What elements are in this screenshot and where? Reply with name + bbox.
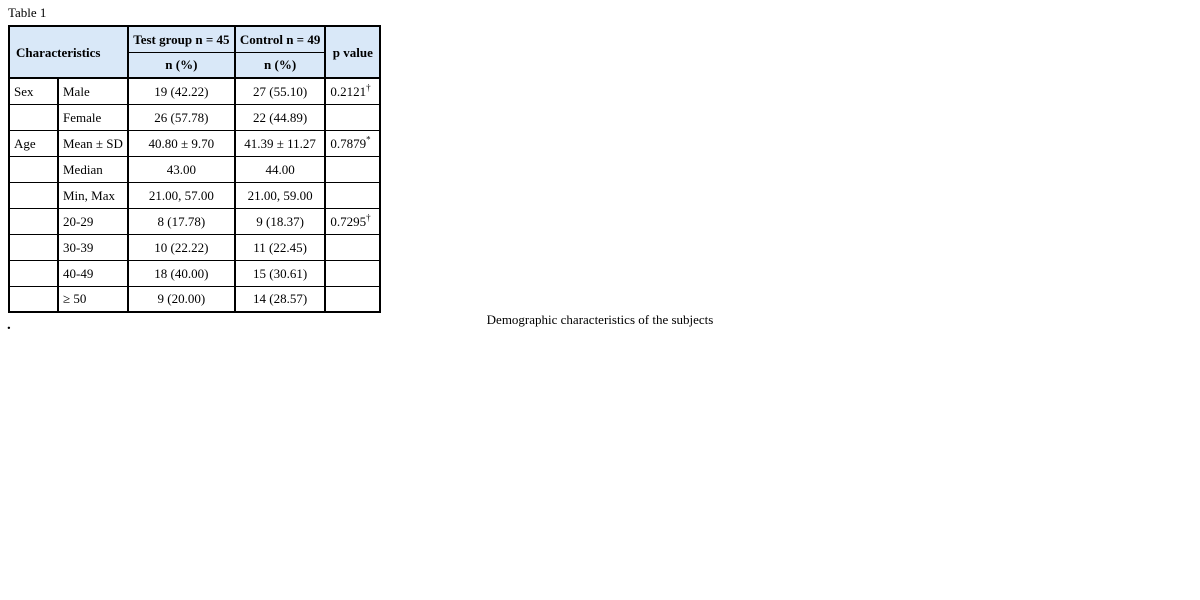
table-row: 40-49 18 (40.00) 15 (30.61) — [8, 259, 382, 287]
row-test-cell: 8 (17.78) — [126, 207, 236, 235]
row-label-cell: 30-39 — [57, 233, 129, 261]
p-value-superscript: † — [366, 82, 371, 93]
row-control-cell: 11 (22.45) — [233, 233, 327, 261]
row-label-cell: ≥ 50 — [57, 285, 129, 313]
row-test-cell: 19 (42.22) — [126, 77, 236, 105]
row-control-cell: 15 (30.61) — [233, 259, 327, 287]
table-row: 30-39 10 (22.22) 11 (22.45) — [8, 233, 382, 261]
header-row-2: n (%) n (%) — [9, 51, 380, 79]
table-row: Median 43.00 44.00 — [8, 155, 382, 183]
p-value-text: 0.2121 — [330, 83, 367, 99]
row-label-cell: Min, Max — [57, 181, 129, 209]
table-row: Min, Max 21.00, 57.00 21.00, 59.00 — [8, 181, 382, 209]
row-group-cell — [8, 207, 59, 235]
row-pvalue-cell — [324, 155, 382, 183]
table-row: Age Mean ± SD 40.80 ± 9.70 41.39 ± 11.27… — [8, 129, 382, 157]
table-row: Female 26 (57.78) 22 (44.89) — [8, 103, 382, 131]
p-value-superscript: * — [366, 134, 371, 145]
row-pvalue-cell — [324, 103, 382, 131]
row-control-cell: 41.39 ± 11.27 — [233, 129, 327, 157]
header-test-n-pct: n (%) — [126, 51, 236, 79]
row-label-cell: Mean ± SD — [57, 129, 129, 157]
row-group-cell — [8, 155, 59, 183]
row-test-cell: 26 (57.78) — [126, 103, 236, 131]
header-control: Control n = 49 — [233, 25, 327, 53]
p-value-superscript: † — [366, 212, 371, 223]
stray-dot: . — [7, 317, 11, 333]
row-pvalue-cell — [324, 233, 382, 261]
header-row-1: Characteristics Test group n = 45 Contro… — [8, 25, 382, 79]
row-group-cell: Sex — [8, 77, 59, 105]
table-row: Sex Male 19 (42.22) 27 (55.10) 0.2121† — [8, 77, 382, 105]
row-pvalue-cell — [324, 181, 382, 209]
header-characteristics: Characteristics — [8, 25, 129, 79]
table-caption: Demographic characteristics of the subje… — [486, 312, 714, 327]
row-group-cell — [8, 103, 59, 131]
p-value-text: 0.7879 — [330, 135, 367, 151]
row-group-cell — [8, 285, 59, 313]
row-test-cell: 10 (22.22) — [126, 233, 236, 261]
row-test-cell: 9 (20.00) — [126, 285, 236, 313]
header-control-n-pct: n (%) — [233, 51, 327, 79]
row-control-cell: 44.00 — [233, 155, 327, 183]
p-value-text: 0.7295 — [330, 213, 367, 229]
row-test-cell: 21.00, 57.00 — [126, 181, 236, 209]
row-group-cell — [8, 233, 59, 261]
table-row: 20-29 8 (17.78) 9 (18.37) 0.7295† — [8, 207, 382, 235]
row-control-cell: 22 (44.89) — [233, 103, 327, 131]
row-label-cell: 40-49 — [57, 259, 129, 287]
row-group-cell — [8, 259, 59, 287]
row-pvalue-cell — [324, 259, 382, 287]
row-label-cell: Female — [57, 103, 129, 131]
row-label-cell: 20-29 — [57, 207, 129, 235]
header-p-value: p value — [324, 25, 382, 79]
row-pvalue-cell — [324, 285, 382, 313]
row-control-cell: 14 (28.57) — [233, 285, 327, 313]
row-pvalue-cell: 0.7295† — [324, 207, 382, 235]
table-row: ≥ 50 9 (20.00) 14 (28.57) — [8, 285, 382, 313]
row-group-cell: Age — [8, 129, 59, 157]
demographics-table: Characteristics Test group n = 45 Contro… — [8, 25, 382, 313]
row-label-cell: Male — [57, 77, 129, 105]
row-pvalue-cell: 0.7879* — [324, 129, 382, 157]
row-group-cell — [8, 181, 59, 209]
row-label-cell: Median — [57, 155, 129, 183]
row-control-cell: 21.00, 59.00 — [233, 181, 327, 209]
row-test-cell: 40.80 ± 9.70 — [126, 129, 236, 157]
row-control-cell: 9 (18.37) — [233, 207, 327, 235]
table-label: Table 1 — [8, 5, 47, 20]
row-control-cell: 27 (55.10) — [233, 77, 327, 105]
row-test-cell: 43.00 — [126, 155, 236, 183]
row-test-cell: 18 (40.00) — [126, 259, 236, 287]
row-pvalue-cell: 0.2121† — [324, 77, 382, 105]
header-test-group: Test group n = 45 — [126, 25, 236, 53]
